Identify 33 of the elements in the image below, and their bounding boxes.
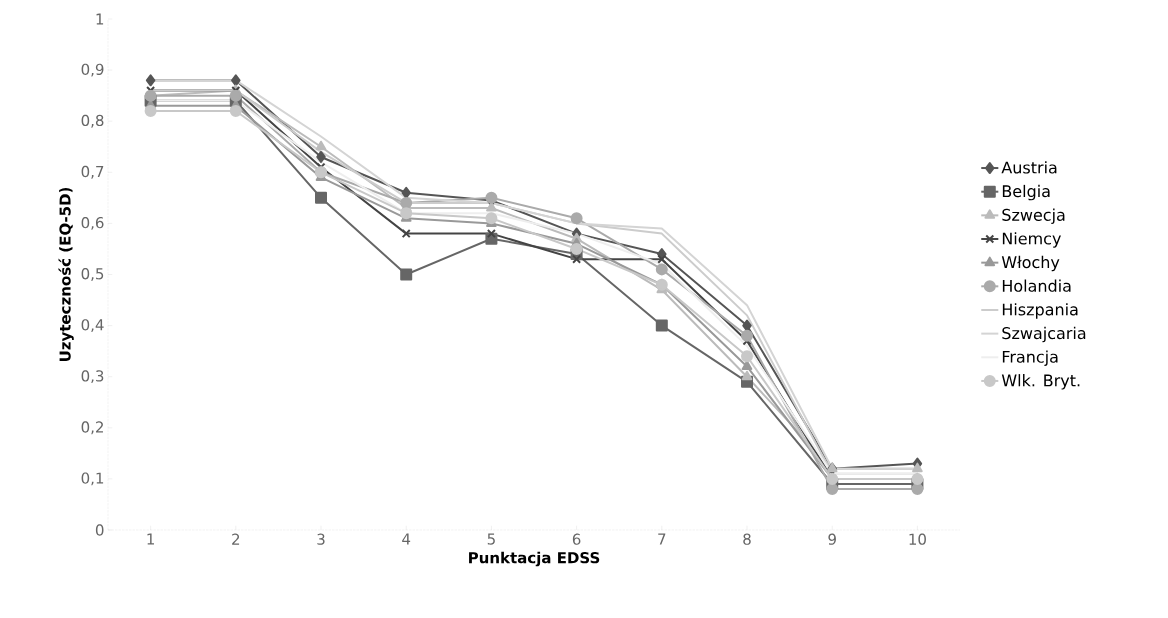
- x-tick-label: 1: [147, 533, 154, 545]
- y-tick-label: 0,7: [81, 165, 104, 179]
- x-axis-title: Punktacja EDSS: [469, 551, 600, 567]
- x-tick-label: 8: [743, 533, 751, 545]
- x-tick-label: 9: [828, 533, 836, 545]
- x-tick-label: 7: [658, 533, 666, 545]
- x-tick-label: 3: [317, 533, 325, 545]
- legend-label: Wlk. Bryt.: [1001, 374, 1080, 390]
- y-tick-label: 0,9: [81, 63, 104, 77]
- legend-label: Austria: [1001, 161, 1057, 174]
- legend-label: Belgia: [1002, 184, 1050, 201]
- y-tick-label: 0,2: [81, 421, 103, 435]
- x-tick-label: 5: [487, 533, 495, 545]
- legend-label: Francja: [1002, 350, 1058, 366]
- legend-label: Hiszpania: [1002, 303, 1078, 319]
- y-tick-label: 0,8: [81, 114, 104, 128]
- y-tick-label: 0,4: [81, 319, 104, 333]
- y-tick-label: 0,1: [81, 472, 104, 486]
- legend-label: Włochy: [1001, 255, 1060, 272]
- y-tick-label: 1: [96, 13, 104, 25]
- y-tick-label: 0: [95, 524, 104, 536]
- legend-label: Szwajcaria: [1002, 326, 1086, 343]
- legend-label: Holandia: [1002, 279, 1071, 292]
- x-tick-label: 4: [402, 533, 411, 545]
- x-tick-label: 10: [909, 533, 926, 545]
- x-tick-label: 2: [232, 533, 240, 545]
- legend-label: Niemcy: [1002, 232, 1061, 248]
- y-axis-title: Uzyteczność (EQ-5D): [58, 187, 74, 361]
- x-tick-label: 6: [572, 533, 581, 545]
- y-tick-label: 0,3: [81, 370, 104, 384]
- y-tick-label: 0,6: [81, 216, 104, 230]
- legend-label: Szwecja: [1002, 208, 1065, 224]
- y-tick-label: 0,5: [81, 268, 104, 281]
